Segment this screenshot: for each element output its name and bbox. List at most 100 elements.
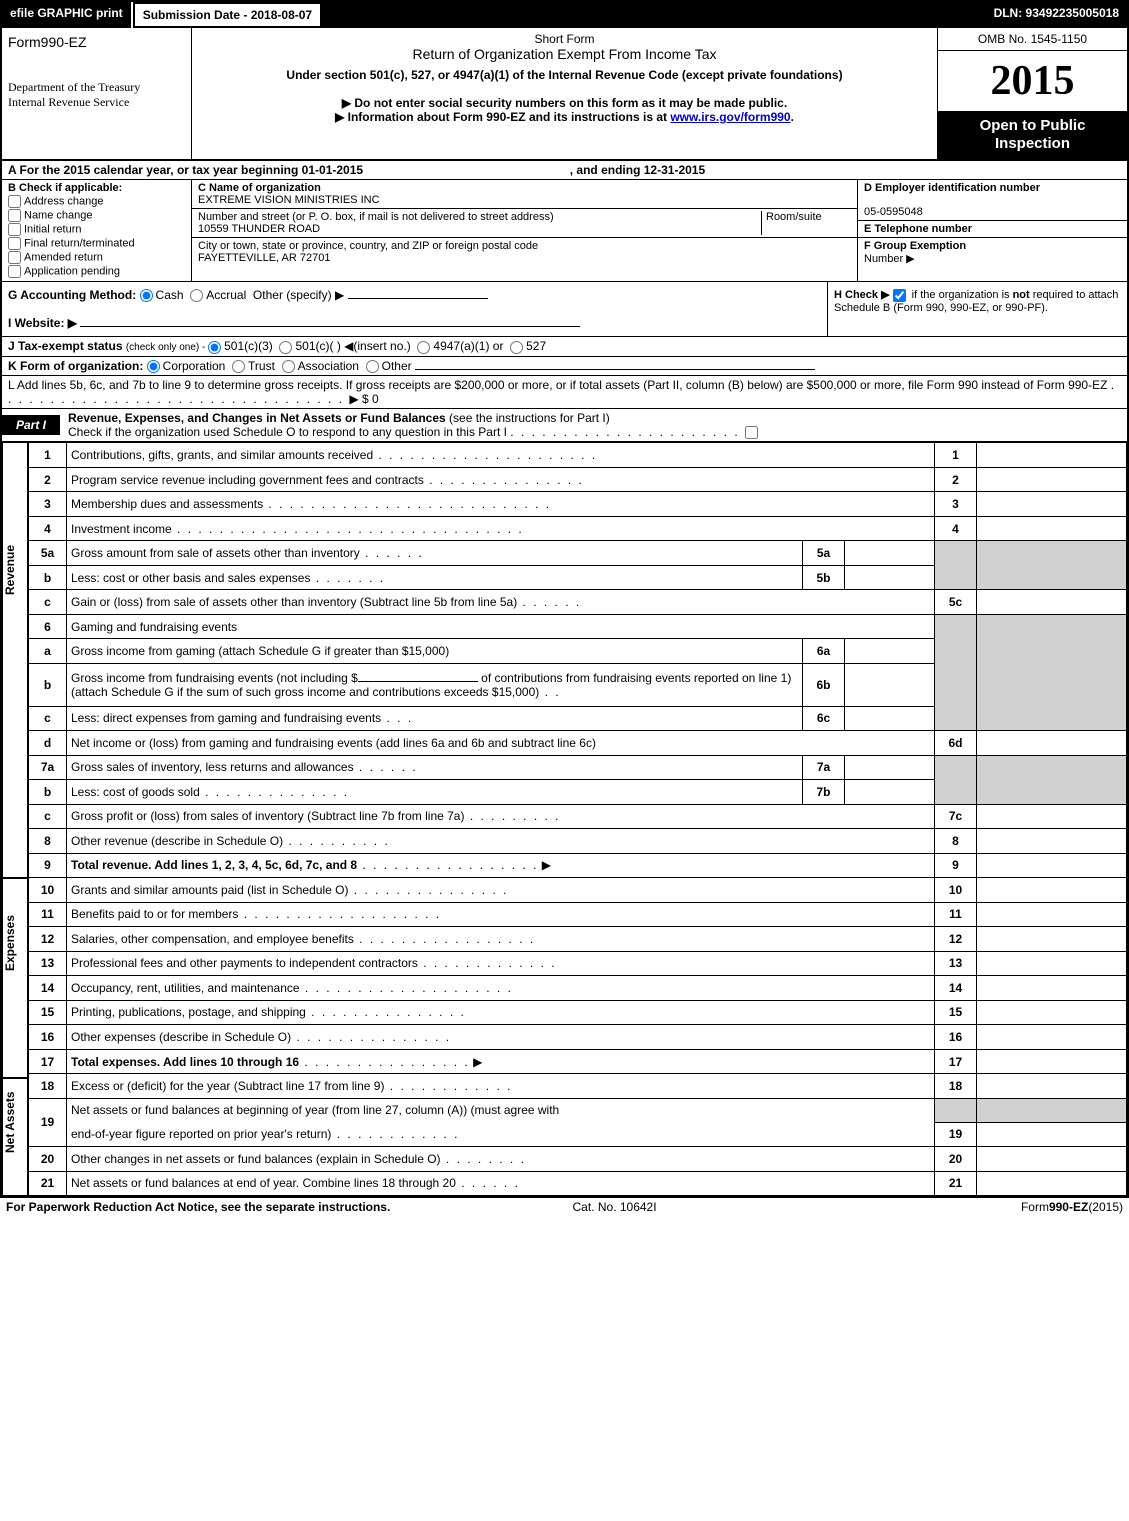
ein-value: 05-0595048 bbox=[864, 206, 923, 218]
opt-4947: 4947(a)(1) or bbox=[433, 339, 503, 353]
check-address-change[interactable]: Address change bbox=[8, 195, 185, 208]
line-19b: end-of-year figure reported on prior yea… bbox=[29, 1122, 1127, 1147]
opt-trust: Trust bbox=[248, 359, 275, 373]
line-g: G Accounting Method: Cash Accrual Other … bbox=[2, 282, 827, 336]
form-header: Form990-EZ Department of the Treasury In… bbox=[2, 28, 1127, 161]
radio-other-org[interactable] bbox=[366, 360, 379, 373]
form-title: Return of Organization Exempt From Incom… bbox=[200, 46, 929, 62]
line-h-not: not bbox=[1013, 289, 1030, 301]
line-l-text: L Add lines 5b, 6c, and 7b to line 9 to … bbox=[8, 378, 1107, 392]
radio-4947[interactable] bbox=[417, 341, 430, 354]
line-h-prefix: H Check ▶ bbox=[834, 289, 890, 301]
radio-cash[interactable] bbox=[140, 289, 153, 302]
line-g-h: G Accounting Method: Cash Accrual Other … bbox=[2, 282, 1127, 337]
check-final-return[interactable]: Final return/terminated bbox=[8, 237, 185, 250]
header-center: Short Form Return of Organization Exempt… bbox=[192, 28, 937, 159]
inspect-line1: Open to Public bbox=[980, 117, 1086, 134]
cash-label: Cash bbox=[156, 288, 184, 302]
radio-association[interactable] bbox=[282, 360, 295, 373]
line-k-label: K Form of organization: bbox=[8, 359, 147, 373]
line-a-prefix: A For the 2015 calendar year, or tax yea… bbox=[8, 163, 302, 177]
dln: DLN: 93492235005018 bbox=[986, 2, 1127, 28]
line-j: J Tax-exempt status (check only one) - 5… bbox=[2, 337, 1127, 356]
line-9: 9Total revenue. Add lines 1, 2, 3, 4, 5c… bbox=[29, 853, 1127, 878]
right-col-def: D Employer identification number 05-0595… bbox=[857, 180, 1127, 281]
line-5a: 5aGross amount from sale of assets other… bbox=[29, 541, 1127, 566]
opt-corp: Corporation bbox=[163, 359, 226, 373]
line-2: 2Program service revenue including gover… bbox=[29, 467, 1127, 492]
footer-right: Form990-EZ(2015) bbox=[1021, 1200, 1123, 1214]
omb-number: OMB No. 1545-1150 bbox=[938, 28, 1127, 51]
footer-catno: Cat. No. 10642I bbox=[573, 1200, 657, 1214]
line-20: 20Other changes in net assets or fund ba… bbox=[29, 1147, 1127, 1172]
line-13: 13Professional fees and other payments t… bbox=[29, 951, 1127, 976]
irs-link[interactable]: www.irs.gov/form990 bbox=[670, 110, 790, 124]
radio-501c[interactable] bbox=[279, 341, 292, 354]
info-note: ▶ Information about Form 990-EZ and its … bbox=[200, 110, 929, 124]
line-16: 16Other expenses (describe in Schedule O… bbox=[29, 1025, 1127, 1050]
check-initial-return[interactable]: Initial return bbox=[8, 223, 185, 236]
info-prefix: ▶ Information about Form 990-EZ and its … bbox=[335, 110, 670, 124]
radio-trust[interactable] bbox=[232, 360, 245, 373]
line-5c: cGain or (loss) from sale of assets othe… bbox=[29, 590, 1127, 615]
submission-date: Submission Date - 2018-08-07 bbox=[133, 2, 322, 28]
inspect-line2: Inspection bbox=[995, 135, 1070, 152]
check-amended-return[interactable]: Amended return bbox=[8, 251, 185, 264]
tax-year-end: 12-31-2015 bbox=[644, 163, 705, 177]
line-h-mid: if the organization is bbox=[912, 289, 1013, 301]
part1-title: Revenue, Expenses, and Changes in Net As… bbox=[60, 409, 1127, 441]
line-4: 4Investment income . . . . . . . . . . .… bbox=[29, 516, 1127, 541]
opt-assoc: Association bbox=[298, 359, 359, 373]
accounting-method-label: G Accounting Method: bbox=[8, 288, 140, 302]
opt-501c: 501(c)( ) ◀(insert no.) bbox=[295, 339, 410, 353]
check-schedule-o[interactable] bbox=[745, 426, 758, 439]
footer-left: For Paperwork Reduction Act Notice, see … bbox=[6, 1200, 390, 1214]
page-footer: For Paperwork Reduction Act Notice, see … bbox=[0, 1198, 1129, 1216]
line-a-mid: , and ending bbox=[570, 163, 644, 177]
line-h: H Check ▶ if the organization is not req… bbox=[827, 282, 1127, 336]
ein-label: D Employer identification number bbox=[864, 182, 1040, 194]
efile-print-button[interactable]: efile GRAPHIC print bbox=[2, 2, 133, 28]
topbar: efile GRAPHIC print Submission Date - 20… bbox=[2, 2, 1127, 28]
header-right: OMB No. 1545-1150 2015 Open to Public In… bbox=[937, 28, 1127, 159]
radio-501c3[interactable] bbox=[208, 341, 221, 354]
line-18: 18Excess or (deficit) for the year (Subt… bbox=[29, 1074, 1127, 1099]
irs: Internal Revenue Service bbox=[8, 95, 185, 110]
opt-527: 527 bbox=[526, 339, 546, 353]
radio-corporation[interactable] bbox=[147, 360, 160, 373]
line-b-checks: B Check if applicable: Address change Na… bbox=[2, 180, 192, 281]
line-14: 14Occupancy, rent, utilities, and mainte… bbox=[29, 976, 1127, 1001]
phone-label: E Telephone number bbox=[864, 223, 972, 235]
vlabel-revenue: Revenue bbox=[2, 442, 28, 878]
part1-body: Revenue Expenses Net Assets 1Contributio… bbox=[2, 442, 1127, 1196]
check-application-pending[interactable]: Application pending bbox=[8, 265, 185, 278]
line-7c: cGross profit or (loss) from sales of in… bbox=[29, 804, 1127, 829]
dept-treasury: Department of the Treasury bbox=[8, 80, 185, 95]
ssn-note: ▶ Do not enter social security numbers o… bbox=[200, 96, 929, 110]
line-3: 3Membership dues and assessments . . . .… bbox=[29, 492, 1127, 517]
part1-checknote: Check if the organization used Schedule … bbox=[68, 425, 507, 439]
other-label: Other (specify) ▶ bbox=[253, 288, 344, 302]
street-label: Number and street (or P. O. box, if mail… bbox=[198, 211, 554, 223]
group-exempt-sub: Number ▶ bbox=[864, 253, 915, 265]
org-info-block: B Check if applicable: Address change Na… bbox=[2, 180, 1127, 282]
radio-accrual[interactable] bbox=[190, 289, 203, 302]
line-21: 21Net assets or fund balances at end of … bbox=[29, 1171, 1127, 1196]
form-container: efile GRAPHIC print Submission Date - 20… bbox=[0, 0, 1129, 1198]
opt-other-org: Other bbox=[382, 359, 412, 373]
part1-label: Part I bbox=[2, 415, 60, 435]
check-name-change[interactable]: Name change bbox=[8, 209, 185, 222]
part1-header: Part I Revenue, Expenses, and Changes in… bbox=[2, 409, 1127, 442]
line-l-amount: ▶ $ 0 bbox=[349, 392, 378, 406]
city-label: City or town, state or province, country… bbox=[198, 240, 538, 252]
vlabel-expenses: Expenses bbox=[2, 878, 28, 1078]
street-value: 10559 THUNDER ROAD bbox=[198, 223, 320, 235]
short-form-label: Short Form bbox=[200, 32, 929, 46]
section-text: Under section 501(c), 527, or 4947(a)(1)… bbox=[200, 68, 929, 82]
form-number: Form990-EZ bbox=[8, 34, 185, 50]
radio-527[interactable] bbox=[510, 341, 523, 354]
line-l: L Add lines 5b, 6c, and 7b to line 9 to … bbox=[2, 376, 1127, 409]
check-schedule-b[interactable] bbox=[893, 289, 906, 302]
line-11: 11Benefits paid to or for members . . . … bbox=[29, 902, 1127, 927]
tax-year: 2015 bbox=[938, 51, 1127, 111]
